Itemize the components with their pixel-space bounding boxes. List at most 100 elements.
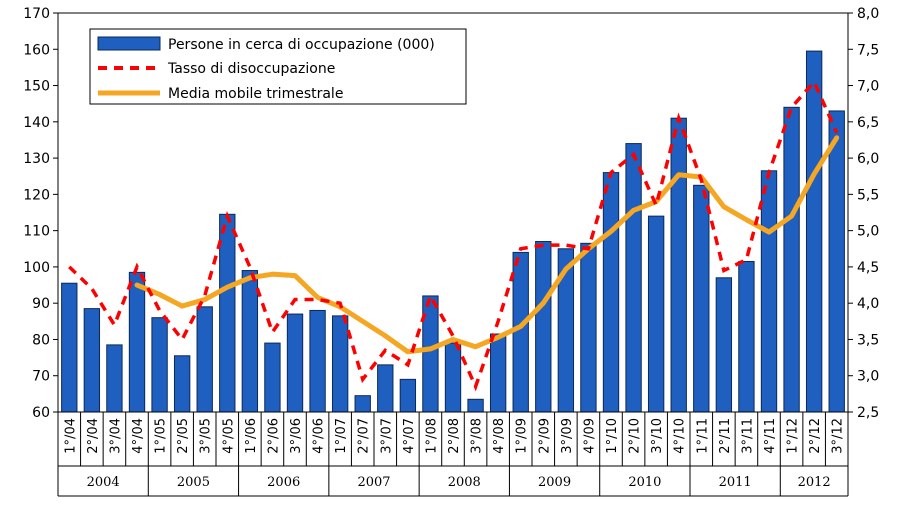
category-label: 1°/12 <box>786 418 801 454</box>
right-axis-tick-label: 4,0 <box>857 296 879 312</box>
category-label: 4°/10 <box>673 418 688 454</box>
category-label: 4°/04 <box>131 418 146 454</box>
bar-4°/10 <box>670 117 687 413</box>
bar-2°/07 <box>354 395 371 413</box>
category-label: 2°/06 <box>266 418 281 454</box>
year-label: 2004 <box>87 475 120 490</box>
left-axis-tick-label: 110 <box>23 224 50 240</box>
year-label: 2012 <box>798 475 831 490</box>
category-label: 4°/05 <box>221 418 236 454</box>
category-label: 2°/07 <box>357 418 372 454</box>
legend-label-bars: Persone in cerca di occupazione (000) <box>168 37 435 53</box>
category-label: 3°/12 <box>831 418 846 454</box>
bar-1°/06 <box>241 270 259 413</box>
right-axis-tick-label: 6,5 <box>857 115 879 131</box>
bar-1°/04 <box>61 282 78 413</box>
category-label: 4°/11 <box>763 418 778 454</box>
bar-4°/08 <box>489 333 507 413</box>
bar-2°/05 <box>173 355 191 413</box>
year-label: 2007 <box>357 475 390 490</box>
bar-1°/10 <box>602 172 620 413</box>
bar-4°/05 <box>219 213 236 413</box>
category-label: 4°/06 <box>312 418 327 454</box>
bar-2°/04 <box>83 308 101 413</box>
bar-4°/04 <box>128 271 146 413</box>
bar-1°/09 <box>512 251 529 413</box>
right-axis-tick-label: 4,5 <box>857 260 879 276</box>
bar-4°/09 <box>580 242 597 413</box>
category-label: 2°/09 <box>537 418 552 454</box>
right-axis-tick-label: 8,0 <box>857 6 879 22</box>
bar-1°/12 <box>783 106 800 413</box>
right-axis-tick-label: 2,5 <box>857 405 879 421</box>
plot-frame <box>57 12 849 413</box>
right-axis-tick-label: 7,0 <box>857 79 879 95</box>
category-label: 4°/07 <box>402 418 417 454</box>
right-axis-tick-label: 6,0 <box>857 151 879 167</box>
category-label: 2°/05 <box>176 418 191 454</box>
category-label: 3°/06 <box>289 418 304 454</box>
bar-2°/11 <box>715 277 733 413</box>
category-label: 3°/05 <box>199 418 214 454</box>
bar-3°/04 <box>106 344 123 413</box>
bar-2°/09 <box>535 241 552 413</box>
left-axis-tick-label: 80 <box>32 332 50 348</box>
category-label: 3°/11 <box>740 418 755 454</box>
plot-area <box>61 50 845 413</box>
left-axis-tick-label: 70 <box>32 369 50 385</box>
right-axis-tick-label: 5,5 <box>857 187 879 203</box>
left-axis-tick-label: 90 <box>32 296 50 312</box>
left-axis-tick-label: 60 <box>32 405 50 421</box>
left-axis-tick-label: 130 <box>23 151 50 167</box>
left-axis-tick-label: 150 <box>23 79 50 95</box>
bar-4°/11 <box>760 170 778 413</box>
year-label: 2008 <box>448 475 481 490</box>
bar-4°/07 <box>399 378 417 413</box>
category-label: 1°/08 <box>424 418 439 454</box>
bar-2°/10 <box>625 143 642 413</box>
legend: Persone in cerca di occupazione (000) Ta… <box>89 28 467 105</box>
bar-2°/08 <box>444 342 462 413</box>
year-label: 2011 <box>719 475 752 490</box>
category-label: 3°/04 <box>108 418 123 454</box>
category-label: 3°/08 <box>470 418 485 454</box>
bar-1°/07 <box>331 315 349 413</box>
category-label: 2°/08 <box>447 418 462 454</box>
category-label: 1°/06 <box>244 418 259 454</box>
bar-3°/05 <box>196 306 213 413</box>
legend-label-rate: Tasso di disoccupazione <box>167 61 335 77</box>
bar-3°/10 <box>647 215 665 413</box>
right-axis-tick-label: 3,0 <box>857 369 879 385</box>
year-label: 2009 <box>538 475 571 490</box>
category-label: 4°/09 <box>582 418 597 454</box>
category-label: 2°/11 <box>718 418 733 454</box>
right-axis-tick-label: 7,5 <box>857 42 879 58</box>
bar-1°/05 <box>151 317 168 413</box>
bar-3°/06 <box>286 313 304 413</box>
bar-3°/07 <box>377 364 394 413</box>
category-label: 2°/04 <box>86 418 101 454</box>
left-axis-tick-label: 120 <box>23 187 50 203</box>
bar-2°/12 <box>805 50 823 413</box>
unemployment-rate-line <box>68 78 839 392</box>
left-axis-tick-label: 100 <box>23 260 50 276</box>
category-label: 2°/12 <box>808 418 823 454</box>
category-label: 3°/07 <box>379 418 394 454</box>
year-label: 2005 <box>177 475 210 490</box>
category-label: 1°/07 <box>334 418 349 454</box>
left-axis-tick-label: 140 <box>23 115 50 131</box>
bar-3°/08 <box>467 398 484 413</box>
bar-1°/11 <box>693 184 710 413</box>
left-axis-tick-label: 170 <box>23 6 50 22</box>
legend-swatch-bars <box>97 36 161 51</box>
category-label: 1°/09 <box>515 418 530 454</box>
legend-label-moving-average: Media mobile trimestrale <box>168 86 343 102</box>
left-axis-tick-label: 160 <box>23 42 50 58</box>
category-label: 4°/08 <box>492 418 507 454</box>
bar-2°/06 <box>264 342 281 413</box>
bar-4°/06 <box>309 309 326 413</box>
category-label: 1°/05 <box>154 418 169 454</box>
category-label: 3°/09 <box>560 418 575 454</box>
bar-1°/08 <box>422 295 439 413</box>
